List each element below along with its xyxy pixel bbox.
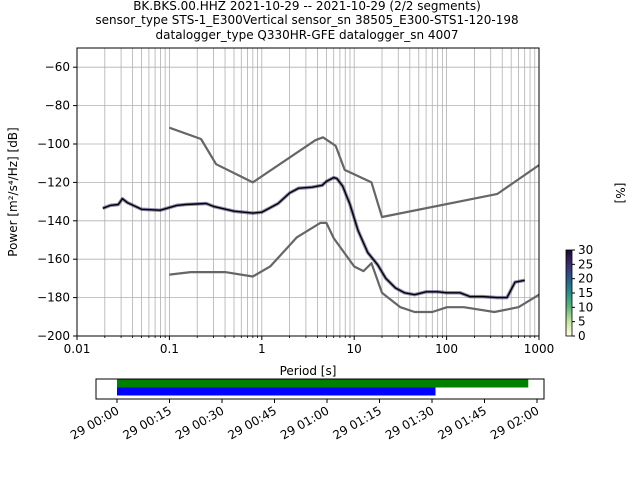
title-line-3: datalogger_type Q330HR-GFE datalogger_sn…: [156, 28, 459, 42]
y-axis-ticks: −60 −80 −100 −120 −140 −160 −180 −200: [37, 60, 77, 343]
timeline-tick-label: 29 01:00: [278, 403, 331, 442]
x-tick-label: 0.01: [64, 342, 91, 356]
title-line-1: BK.BKS.00.HHZ 2021-10-29 -- 2021-10-29 (…: [133, 0, 481, 13]
series-layer: [102, 126, 540, 314]
timeline-tick-label: 29 00:30: [173, 403, 226, 442]
psd-mode-line: [102, 176, 525, 299]
y-tick-label: −160: [37, 252, 70, 266]
x-axis-label: Period [s]: [280, 364, 337, 378]
y-tick-label: −140: [37, 214, 70, 228]
plot-frame: [76, 47, 540, 337]
timeline-tick-label: 29 01:45: [436, 403, 489, 442]
colorbar-label: [%]: [613, 183, 627, 204]
timeline-bars: [117, 379, 529, 396]
y-tick-label: −80: [45, 99, 70, 113]
timeline-x-ticks: 29 00:00 29 00:15 29 00:30 29 00:45 29 01:00…: [68, 399, 542, 442]
y-tick-label: −100: [37, 137, 70, 151]
timeline-frame: [95, 378, 545, 400]
x-axis-ticks: 0.01 0.1 1 10 100 1000: [64, 336, 555, 356]
psd-plot: 0.01 0.1 1 10 100 1000 −60 −80 −100 −120 −140 −160…: [6, 47, 555, 378]
timeline-tick-label: 29 00:45: [226, 403, 279, 442]
timeline-tick-label: 29 01:15: [331, 403, 384, 442]
chart-title: BK.BKS.00.HHZ 2021-10-29 -- 2021-10-29 (…: [95, 0, 518, 42]
grid: [76, 48, 540, 337]
y-axis-label: Power [m²/s⁴/Hz] [dB]: [6, 127, 20, 256]
x-tick-label: 100: [435, 342, 458, 356]
y-tick-label: −200: [37, 329, 70, 343]
colorbar-tick-label: 15: [578, 286, 593, 300]
y-tick-label: −120: [37, 175, 70, 189]
timeline-tick-label: 29 02:00: [488, 403, 541, 442]
noise-model-high-line: [169, 126, 540, 219]
x-tick-label: 0.1: [160, 342, 179, 356]
y-tick-label: −180: [37, 291, 70, 305]
timeline-tick-label: 29 00:00: [68, 403, 121, 442]
colorbar-tick-label: 0: [578, 329, 586, 343]
x-tick-label: 1000: [524, 342, 555, 356]
noise-model-low-line: [169, 221, 540, 314]
colorbar-tick-label: 25: [578, 257, 593, 271]
title-line-2: sensor_type STS-1_E300Vertical sensor_sn…: [95, 13, 518, 27]
colorbar-gradient: [565, 249, 573, 337]
timeline-tick-label: 29 01:30: [383, 403, 436, 442]
x-tick-label: 1: [258, 342, 266, 356]
y-tick-label: −60: [45, 60, 70, 74]
plot-background: [77, 48, 539, 336]
x-tick-label: 10: [347, 342, 362, 356]
colorbar-tick-label: 10: [578, 300, 593, 314]
timeline-plot: 29 00:00 29 00:15 29 00:30 29 00:45 29 01:00…: [68, 378, 545, 442]
psd-segments-bar: [117, 387, 436, 396]
colorbar-tick-label: 20: [578, 272, 593, 286]
timeline-tick-label: 29 00:15: [121, 403, 174, 442]
colorbar-tick-label: 5: [578, 315, 586, 329]
colorbar-tick-label: 30: [578, 243, 593, 257]
data-segments-bar: [117, 379, 529, 388]
